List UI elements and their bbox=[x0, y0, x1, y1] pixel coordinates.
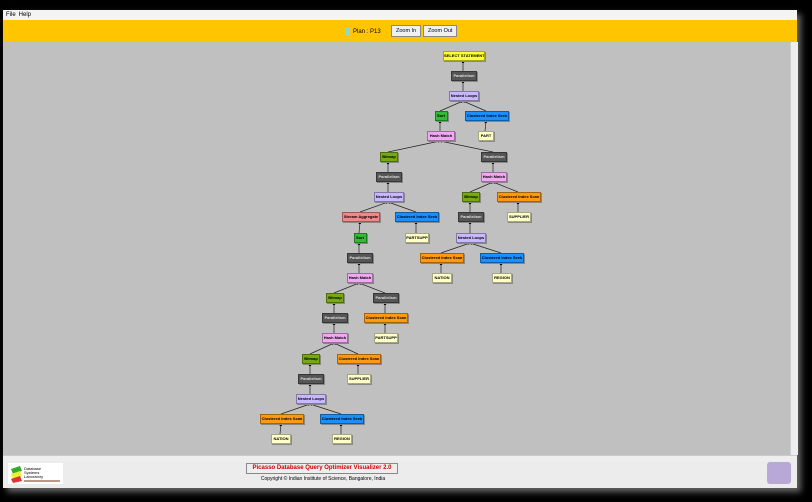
plan-node-scan[interactable]: Clustered Index Scan bbox=[337, 354, 381, 364]
horizontal-scrollbar[interactable] bbox=[3, 455, 797, 462]
plan-node-table[interactable]: PARTSUPP bbox=[374, 333, 398, 343]
dsl-logo: Database Systems Laboratory bbox=[8, 463, 63, 484]
plan-node-bitmap[interactable]: Bitmap bbox=[380, 152, 398, 162]
plan-edge bbox=[469, 181, 494, 193]
menu-help[interactable]: Help bbox=[18, 12, 32, 18]
plan-edge bbox=[439, 140, 494, 153]
plan-edge bbox=[279, 423, 283, 435]
plan-edge bbox=[469, 242, 502, 254]
svg-text:Systems: Systems bbox=[24, 470, 39, 475]
plan-edge bbox=[333, 342, 359, 355]
plan-edge bbox=[439, 100, 464, 112]
zoom-out-button[interactable]: Zoom Out bbox=[423, 25, 458, 37]
plan-edge bbox=[387, 201, 417, 213]
plan-edge bbox=[309, 403, 342, 415]
plan-node-seek[interactable]: Clustered Index Seek bbox=[480, 253, 524, 263]
plan-node-table[interactable]: PART bbox=[478, 131, 494, 141]
plan-node-scan[interactable]: Clustered Index Scan bbox=[364, 313, 408, 323]
plan-edge bbox=[462, 100, 487, 112]
plan-node-parallelism[interactable]: Parallelism bbox=[376, 172, 402, 182]
plan-node-nested[interactable]: Nested Loops bbox=[296, 394, 326, 404]
plan-node-table[interactable]: REGION bbox=[332, 434, 352, 444]
plan-node-scan[interactable]: Clustered Index Scan bbox=[420, 253, 464, 263]
plan-node-bitmap[interactable]: Bitmap bbox=[462, 192, 480, 202]
plan-node-seek[interactable]: Clustered Index Seek bbox=[395, 212, 439, 222]
plan-node-hash[interactable]: Hash Match bbox=[347, 273, 373, 283]
menu-file[interactable]: File bbox=[6, 12, 16, 18]
plan-node-table[interactable]: PARTSUPP bbox=[405, 233, 429, 243]
plan-node-table[interactable]: NATION bbox=[271, 434, 291, 444]
plan-node-scan[interactable]: Clustered Index Scan bbox=[497, 192, 541, 202]
plan-node-table[interactable]: SUPPLIER bbox=[507, 212, 531, 222]
plan-node-sort[interactable]: Sort bbox=[353, 233, 367, 243]
plan-edges bbox=[279, 60, 520, 435]
vertical-scrollbar[interactable] bbox=[790, 42, 798, 455]
plan-node-table[interactable]: REGION bbox=[492, 273, 512, 283]
plan-node-sort[interactable]: Sort bbox=[434, 111, 448, 121]
plan-node-parallelism[interactable]: Parallelism bbox=[373, 293, 399, 303]
plan-edge bbox=[333, 282, 360, 294]
svg-text:Laboratory: Laboratory bbox=[24, 474, 43, 479]
plan-node-nested[interactable]: Nested Loops bbox=[374, 192, 404, 202]
plan-node-table[interactable]: SUPPLIER bbox=[347, 374, 371, 384]
plan-node-seek[interactable]: Clustered Index Seek bbox=[320, 414, 364, 424]
plan-edge bbox=[387, 140, 441, 153]
plan-edge bbox=[358, 221, 362, 234]
plan-node-hash[interactable]: Hash Match bbox=[481, 172, 507, 182]
plan-indicator: Plan : P13 bbox=[345, 28, 381, 35]
plan-node-bitmap[interactable]: Bitmap bbox=[302, 354, 320, 364]
plan-node-parallelism[interactable]: Parallelism bbox=[298, 374, 324, 384]
plan-node-parallelism[interactable]: Parallelism bbox=[451, 71, 477, 81]
iisc-logo bbox=[767, 462, 791, 484]
plan-label: Plan : P13 bbox=[353, 28, 381, 35]
plan-tree-canvas: SELECT STATEMENT Parallelism Nested Loops S… bbox=[3, 42, 790, 455]
plan-node-scan[interactable]: Clustered Index Scan bbox=[260, 414, 304, 424]
plan-node-parallelism[interactable]: Parallelism bbox=[458, 212, 484, 222]
plan-node-parallelism[interactable]: Parallelism bbox=[322, 313, 348, 323]
copyright-text: Copyright © Indian Institute of Science,… bbox=[260, 476, 386, 482]
zoom-in-button[interactable]: Zoom In bbox=[391, 25, 422, 37]
footer: Database Systems Laboratory Picasso Databa… bbox=[3, 461, 797, 488]
plan-edge bbox=[440, 242, 471, 254]
plan-edge bbox=[358, 282, 386, 294]
toolbar: Plan : P13 Zoom In Zoom Out bbox=[3, 20, 797, 42]
plan-node-nested[interactable]: Nested Loops bbox=[449, 91, 479, 101]
plan-node-hash[interactable]: Hash Match bbox=[427, 131, 455, 141]
app-title-button[interactable]: Picasso Database Query Optimizer Visuali… bbox=[246, 463, 398, 474]
plan-node-bitmap[interactable]: Bitmap bbox=[326, 293, 344, 303]
plan-node-stream[interactable]: Stream Aggregate bbox=[342, 212, 380, 222]
plan-node-table[interactable]: NATION bbox=[432, 273, 452, 283]
plan-color-swatch bbox=[345, 28, 350, 35]
plan-node-select[interactable]: SELECT STATEMENT bbox=[443, 51, 485, 61]
svg-text:Database: Database bbox=[24, 466, 42, 471]
plan-edge bbox=[492, 181, 519, 193]
plan-edge bbox=[484, 120, 488, 132]
plan-node-hash[interactable]: Hash Match bbox=[322, 333, 348, 343]
plan-edge bbox=[280, 403, 311, 415]
plan-edge bbox=[309, 342, 335, 355]
plan-node-seek[interactable]: Clustered Index Seek bbox=[465, 111, 509, 121]
app-window: File Help Plan : P13 Zoom In Zoom Out SEL… bbox=[3, 10, 798, 488]
plan-edge bbox=[359, 201, 389, 213]
plan-node-parallelism[interactable]: Parallelism bbox=[347, 253, 373, 263]
plan-node-parallelism[interactable]: Parallelism bbox=[481, 152, 507, 162]
plan-node-nested[interactable]: Nested Loops bbox=[456, 233, 486, 243]
